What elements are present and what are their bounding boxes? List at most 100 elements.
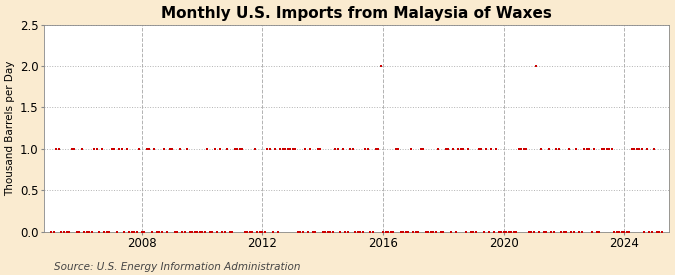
Point (631, 147, 642, 151)
Point (192, 229, 202, 234)
Point (61, 229, 72, 234)
Point (473, 147, 484, 151)
Point (152, 229, 163, 234)
Point (629, 147, 640, 151)
Point (383, 229, 394, 234)
Point (375, 64, 386, 68)
Point (387, 229, 398, 234)
Point (88, 147, 99, 151)
Point (194, 229, 205, 234)
Point (224, 229, 235, 234)
Point (302, 229, 313, 234)
Point (616, 229, 627, 234)
Point (222, 147, 233, 151)
Point (441, 147, 452, 151)
Point (99, 229, 109, 234)
Point (205, 229, 215, 234)
Point (330, 147, 341, 151)
Point (217, 229, 227, 234)
Point (421, 229, 431, 234)
Point (247, 229, 258, 234)
Point (408, 229, 418, 234)
Point (470, 229, 481, 234)
Point (410, 229, 421, 234)
Point (340, 229, 351, 234)
Point (174, 147, 185, 151)
Point (63, 229, 74, 234)
Point (189, 229, 200, 234)
Point (56, 229, 67, 234)
Point (116, 147, 127, 151)
Point (350, 229, 361, 234)
Point (486, 147, 497, 151)
Point (129, 229, 140, 234)
Point (79, 229, 90, 234)
Point (460, 229, 471, 234)
Point (586, 229, 597, 234)
Point (368, 229, 379, 234)
Point (169, 229, 180, 234)
Point (164, 147, 175, 151)
Point (403, 229, 414, 234)
Point (498, 229, 509, 234)
Point (551, 147, 562, 151)
Point (561, 229, 572, 234)
Point (307, 229, 318, 234)
Point (167, 147, 178, 151)
Point (536, 147, 547, 151)
Point (448, 147, 459, 151)
Point (104, 229, 115, 234)
Point (187, 229, 198, 234)
Point (51, 147, 62, 151)
Point (478, 229, 489, 234)
Point (275, 147, 286, 151)
Title: Monthly U.S. Imports from Malaysia of Waxes: Monthly U.S. Imports from Malaysia of Wa… (161, 6, 552, 21)
Point (237, 147, 248, 151)
Point (491, 147, 502, 151)
Point (295, 229, 306, 234)
Point (122, 147, 132, 151)
Point (493, 229, 504, 234)
Point (385, 229, 396, 234)
Point (511, 229, 522, 234)
Point (171, 229, 182, 234)
Point (252, 229, 263, 234)
Point (415, 147, 426, 151)
Point (126, 229, 137, 234)
Point (556, 229, 567, 234)
Point (431, 229, 441, 234)
Point (107, 147, 117, 151)
Point (513, 147, 524, 151)
Point (197, 229, 208, 234)
Point (358, 229, 369, 234)
Text: Source: U.S. Energy Information Administration: Source: U.S. Energy Information Administ… (54, 262, 300, 272)
Point (446, 229, 456, 234)
Point (450, 229, 461, 234)
Point (119, 229, 130, 234)
Point (335, 229, 346, 234)
Point (132, 229, 142, 234)
Point (539, 229, 549, 234)
Point (647, 229, 657, 234)
Point (49, 229, 59, 234)
Point (533, 229, 544, 234)
Point (109, 147, 119, 151)
Point (639, 229, 650, 234)
Point (91, 147, 102, 151)
Point (250, 147, 261, 151)
Point (481, 147, 491, 151)
Point (66, 147, 77, 151)
Point (506, 229, 516, 234)
Point (574, 229, 585, 234)
Point (456, 147, 466, 151)
Point (53, 147, 64, 151)
Point (290, 147, 300, 151)
Point (651, 229, 662, 234)
Point (576, 229, 587, 234)
Point (495, 229, 506, 234)
Point (234, 147, 245, 151)
Point (279, 147, 290, 151)
Point (184, 229, 195, 234)
Point (207, 229, 217, 234)
Point (332, 147, 343, 151)
